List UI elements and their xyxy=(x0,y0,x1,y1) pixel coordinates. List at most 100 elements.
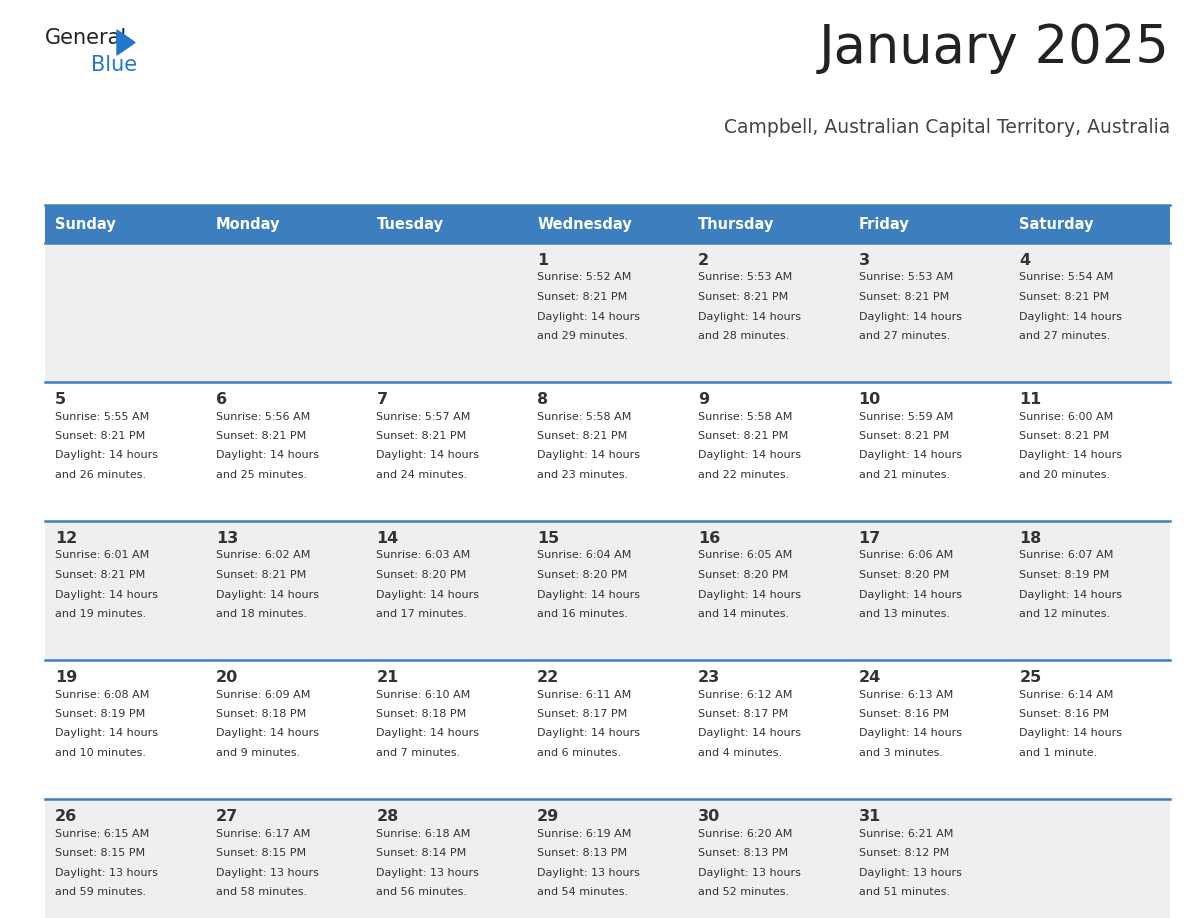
Text: Campbell, Australian Capital Territory, Australia: Campbell, Australian Capital Territory, … xyxy=(723,118,1170,137)
Text: Sunset: 8:15 PM: Sunset: 8:15 PM xyxy=(216,848,305,858)
Text: Sunrise: 6:13 AM: Sunrise: 6:13 AM xyxy=(859,689,953,700)
Text: and 24 minutes.: and 24 minutes. xyxy=(377,470,468,480)
Text: Sunrise: 6:04 AM: Sunrise: 6:04 AM xyxy=(537,551,632,561)
Text: 12: 12 xyxy=(55,531,77,546)
Bar xyxy=(45,205,1170,243)
Text: Blue: Blue xyxy=(91,55,137,75)
Text: Sunset: 8:21 PM: Sunset: 8:21 PM xyxy=(216,431,307,441)
Text: Daylight: 14 hours: Daylight: 14 hours xyxy=(697,311,801,321)
Bar xyxy=(45,382,1170,521)
Text: and 12 minutes.: and 12 minutes. xyxy=(1019,609,1111,619)
Text: 18: 18 xyxy=(1019,531,1042,546)
Bar xyxy=(45,660,1170,799)
Text: 27: 27 xyxy=(216,809,238,824)
Text: 17: 17 xyxy=(859,531,880,546)
Text: Sunset: 8:16 PM: Sunset: 8:16 PM xyxy=(859,709,949,719)
Text: and 9 minutes.: and 9 minutes. xyxy=(216,748,299,758)
Text: 4: 4 xyxy=(1019,253,1030,268)
Text: 13: 13 xyxy=(216,531,238,546)
Text: Daylight: 13 hours: Daylight: 13 hours xyxy=(377,868,479,878)
Text: Tuesday: Tuesday xyxy=(377,217,443,231)
Text: Daylight: 13 hours: Daylight: 13 hours xyxy=(216,868,318,878)
Text: Sunrise: 6:00 AM: Sunrise: 6:00 AM xyxy=(1019,411,1113,421)
Text: 23: 23 xyxy=(697,670,720,685)
Text: Sunrise: 6:15 AM: Sunrise: 6:15 AM xyxy=(55,829,150,838)
Text: Daylight: 14 hours: Daylight: 14 hours xyxy=(859,589,961,599)
Text: Thursday: Thursday xyxy=(697,217,775,231)
Polygon shape xyxy=(116,30,135,55)
Text: Daylight: 14 hours: Daylight: 14 hours xyxy=(216,729,318,738)
Text: January 2025: January 2025 xyxy=(819,22,1170,74)
Text: 20: 20 xyxy=(216,670,238,685)
Text: and 6 minutes.: and 6 minutes. xyxy=(537,748,621,758)
Text: 15: 15 xyxy=(537,531,560,546)
Text: 25: 25 xyxy=(1019,670,1042,685)
Text: Daylight: 14 hours: Daylight: 14 hours xyxy=(216,589,318,599)
Text: Wednesday: Wednesday xyxy=(537,217,632,231)
Text: Sunrise: 6:19 AM: Sunrise: 6:19 AM xyxy=(537,829,632,838)
Text: 21: 21 xyxy=(377,670,399,685)
Text: Sunset: 8:19 PM: Sunset: 8:19 PM xyxy=(55,709,145,719)
Text: Sunday: Sunday xyxy=(55,217,115,231)
Text: 5: 5 xyxy=(55,392,67,407)
Text: Sunrise: 6:02 AM: Sunrise: 6:02 AM xyxy=(216,551,310,561)
Text: Daylight: 14 hours: Daylight: 14 hours xyxy=(216,451,318,461)
Text: and 20 minutes.: and 20 minutes. xyxy=(1019,470,1111,480)
Text: 7: 7 xyxy=(377,392,387,407)
Text: Sunset: 8:19 PM: Sunset: 8:19 PM xyxy=(1019,570,1110,580)
Text: Sunset: 8:21 PM: Sunset: 8:21 PM xyxy=(55,570,145,580)
Text: Sunrise: 6:20 AM: Sunrise: 6:20 AM xyxy=(697,829,792,838)
Text: Sunset: 8:21 PM: Sunset: 8:21 PM xyxy=(216,570,307,580)
Text: Daylight: 14 hours: Daylight: 14 hours xyxy=(537,589,640,599)
Text: Daylight: 14 hours: Daylight: 14 hours xyxy=(537,311,640,321)
Text: 6: 6 xyxy=(216,392,227,407)
Text: Sunrise: 6:18 AM: Sunrise: 6:18 AM xyxy=(377,829,470,838)
Text: Sunset: 8:17 PM: Sunset: 8:17 PM xyxy=(697,709,788,719)
Text: Sunset: 8:20 PM: Sunset: 8:20 PM xyxy=(859,570,949,580)
Text: and 4 minutes.: and 4 minutes. xyxy=(697,748,782,758)
Text: Daylight: 14 hours: Daylight: 14 hours xyxy=(55,451,158,461)
Text: 3: 3 xyxy=(859,253,870,268)
Text: General: General xyxy=(45,28,127,48)
Text: Sunset: 8:21 PM: Sunset: 8:21 PM xyxy=(537,292,627,302)
Text: Daylight: 13 hours: Daylight: 13 hours xyxy=(859,868,961,878)
Text: and 27 minutes.: and 27 minutes. xyxy=(859,331,950,341)
Text: 26: 26 xyxy=(55,809,77,824)
Text: Sunset: 8:13 PM: Sunset: 8:13 PM xyxy=(537,848,627,858)
Text: Sunrise: 6:14 AM: Sunrise: 6:14 AM xyxy=(1019,689,1113,700)
Text: 9: 9 xyxy=(697,392,709,407)
Text: Sunrise: 5:58 AM: Sunrise: 5:58 AM xyxy=(697,411,792,421)
Text: Daylight: 14 hours: Daylight: 14 hours xyxy=(1019,311,1123,321)
Text: Sunrise: 5:53 AM: Sunrise: 5:53 AM xyxy=(697,273,792,283)
Text: and 17 minutes.: and 17 minutes. xyxy=(377,609,468,619)
Text: Sunrise: 6:07 AM: Sunrise: 6:07 AM xyxy=(1019,551,1113,561)
Text: and 18 minutes.: and 18 minutes. xyxy=(216,609,307,619)
Text: Sunset: 8:13 PM: Sunset: 8:13 PM xyxy=(697,848,788,858)
Text: and 19 minutes.: and 19 minutes. xyxy=(55,609,146,619)
Text: Sunset: 8:21 PM: Sunset: 8:21 PM xyxy=(697,292,788,302)
Text: Daylight: 14 hours: Daylight: 14 hours xyxy=(377,729,480,738)
Text: Sunset: 8:15 PM: Sunset: 8:15 PM xyxy=(55,848,145,858)
Text: Sunset: 8:14 PM: Sunset: 8:14 PM xyxy=(377,848,467,858)
Text: and 26 minutes.: and 26 minutes. xyxy=(55,470,146,480)
Text: and 23 minutes.: and 23 minutes. xyxy=(537,470,628,480)
Text: and 7 minutes.: and 7 minutes. xyxy=(377,748,461,758)
Text: Daylight: 14 hours: Daylight: 14 hours xyxy=(55,589,158,599)
Text: Sunset: 8:21 PM: Sunset: 8:21 PM xyxy=(55,431,145,441)
Text: 29: 29 xyxy=(537,809,560,824)
Text: Sunrise: 6:05 AM: Sunrise: 6:05 AM xyxy=(697,551,792,561)
Text: 10: 10 xyxy=(859,392,880,407)
Text: and 27 minutes.: and 27 minutes. xyxy=(1019,331,1111,341)
Text: Sunrise: 6:12 AM: Sunrise: 6:12 AM xyxy=(697,689,792,700)
Text: 24: 24 xyxy=(859,670,880,685)
Text: Sunset: 8:18 PM: Sunset: 8:18 PM xyxy=(377,709,467,719)
Text: Sunrise: 6:09 AM: Sunrise: 6:09 AM xyxy=(216,689,310,700)
Text: Daylight: 14 hours: Daylight: 14 hours xyxy=(377,589,480,599)
Text: 22: 22 xyxy=(537,670,560,685)
Text: Sunrise: 5:58 AM: Sunrise: 5:58 AM xyxy=(537,411,632,421)
Text: Sunset: 8:18 PM: Sunset: 8:18 PM xyxy=(216,709,307,719)
Text: Sunrise: 5:53 AM: Sunrise: 5:53 AM xyxy=(859,273,953,283)
Text: and 29 minutes.: and 29 minutes. xyxy=(537,331,628,341)
Text: 30: 30 xyxy=(697,809,720,824)
Text: and 14 minutes.: and 14 minutes. xyxy=(697,609,789,619)
